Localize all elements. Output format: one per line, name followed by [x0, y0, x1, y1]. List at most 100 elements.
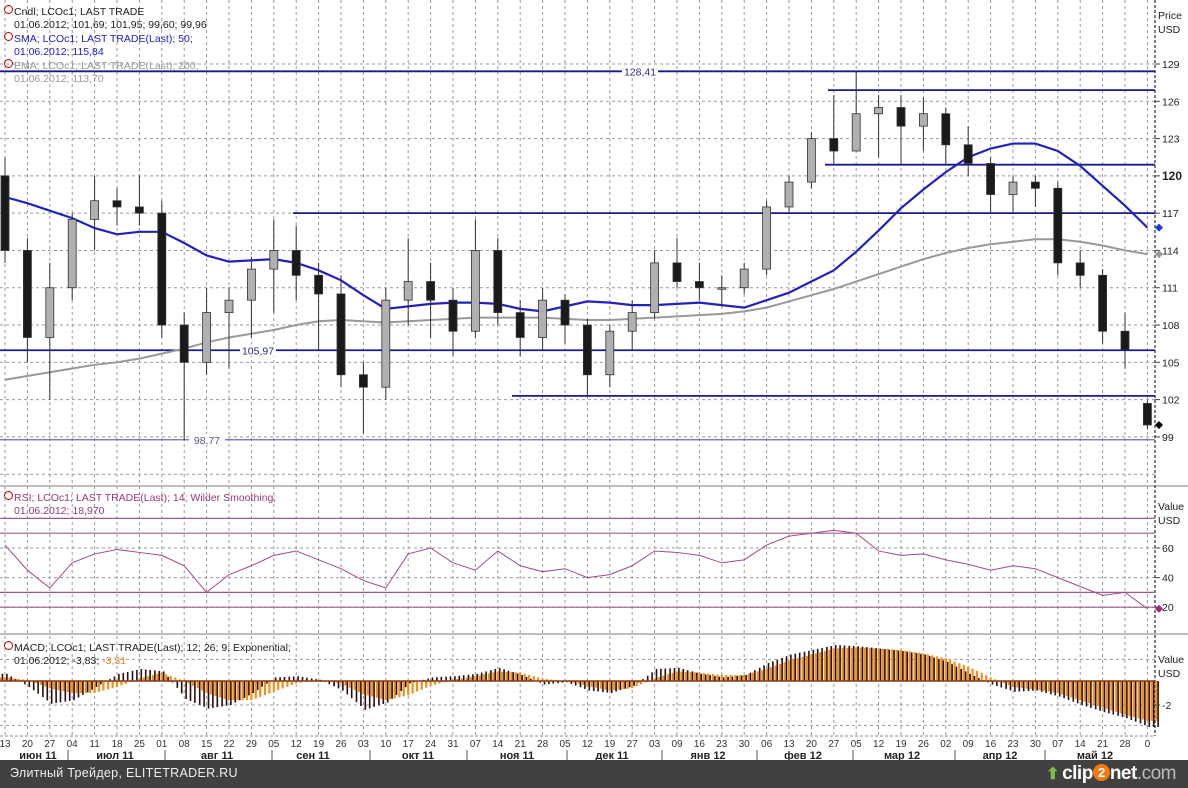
signal-bar [873, 648, 876, 681]
macd-bar [924, 654, 927, 681]
macd-bar [660, 668, 662, 681]
signal-bar [769, 667, 773, 681]
candle-body [134, 206, 144, 214]
signal-bar [917, 652, 921, 681]
price-tick-label: 126 [1162, 96, 1180, 108]
macd-bar [821, 647, 823, 681]
signal-bar [626, 681, 629, 689]
macd-bar [848, 645, 851, 681]
rsi-axis-label: Value [1158, 501, 1185, 513]
macd-bar [310, 678, 313, 681]
macd-bar [839, 645, 841, 681]
date-tick-label: 26 [918, 739, 930, 750]
signal-bar [357, 681, 361, 693]
macd-bar [1090, 681, 1092, 708]
indicator-settings-icon[interactable] [4, 59, 13, 68]
date-tick-label: 28 [537, 739, 549, 750]
macd-bar [297, 676, 299, 681]
macd-bar [203, 681, 205, 707]
candle-body [1053, 187, 1063, 264]
macd-bar [364, 681, 367, 710]
indicator-settings-icon[interactable] [4, 32, 13, 41]
signal-bar [1016, 681, 1019, 688]
ema-legend-title: EMA; LCOc1; LAST TRADE(Last); 200; [14, 60, 199, 72]
macd-bar [646, 675, 649, 681]
indicator-settings-icon[interactable] [4, 5, 13, 14]
signal-bar [124, 681, 127, 684]
macd-bar [928, 656, 931, 681]
signal-bar [828, 649, 831, 681]
signal-bar [102, 681, 105, 691]
indicator-settings-icon[interactable] [4, 641, 13, 650]
macd-bar [633, 681, 635, 686]
macd-bar [73, 681, 75, 701]
date-tick-label: 13 [783, 739, 795, 750]
signal-bar [339, 681, 343, 684]
macd-bar [42, 681, 44, 698]
macd-bar [915, 653, 918, 681]
signal-bar [501, 671, 504, 681]
signal-bar [371, 681, 374, 697]
indicator-settings-icon[interactable] [4, 491, 13, 500]
date-tick-label: 12 [582, 739, 594, 750]
candle-body [157, 212, 167, 326]
macd-bar [91, 681, 93, 690]
signal-bar [21, 679, 25, 681]
signal-bar [44, 681, 47, 687]
signal-bar [617, 681, 620, 690]
macd-bar [826, 646, 828, 681]
date-axis-background [0, 737, 1188, 760]
date-tick-label: 19 [313, 739, 325, 750]
macd-bar [1050, 681, 1052, 695]
signal-bar [151, 675, 155, 681]
signal-bar [935, 656, 939, 681]
signal-bar [191, 681, 195, 686]
close-last-value-marker [1155, 420, 1163, 429]
macd-bar [395, 681, 398, 695]
price-tick-label: 120 [1162, 169, 1182, 183]
date-tick-label: 0 [1145, 739, 1151, 750]
price-level-label: 105,97 [242, 345, 274, 357]
signal-bar [1025, 681, 1028, 689]
candle-body [426, 281, 436, 301]
macd-bar [445, 676, 447, 681]
date-tick-label: 25 [134, 739, 146, 750]
signal-bar [178, 679, 181, 681]
macd-bar [1, 673, 4, 681]
macd-bar [436, 677, 438, 681]
macd-bar [279, 677, 281, 681]
signal-bar [263, 681, 267, 696]
signal-bar [635, 681, 638, 687]
macd-bar [238, 681, 241, 701]
signal-bar [572, 681, 575, 683]
signal-bar [272, 681, 275, 692]
signal-bar [214, 681, 217, 696]
macd-bar [933, 657, 935, 681]
macd-bar [1022, 681, 1025, 692]
candle-body [67, 218, 77, 289]
macd-bar [731, 676, 734, 681]
date-tick-label: 15 [201, 739, 213, 750]
price-tick-label: 105 [1162, 357, 1180, 369]
signal-bar [756, 671, 759, 681]
price-axis-unit: USD [1158, 24, 1181, 36]
signal-bar [254, 681, 257, 699]
signal-bar [1105, 681, 1109, 709]
signal-bar [783, 662, 786, 681]
macd-bar [1112, 681, 1115, 715]
signal-bar [1128, 681, 1131, 716]
signal-bar [1097, 681, 1100, 706]
macd-bar [920, 653, 922, 681]
macd-bar [1032, 681, 1034, 691]
macd-bar [243, 681, 246, 698]
signal-bar [765, 669, 768, 681]
signal-bar [537, 677, 540, 681]
footer-bar: Элитный Трейдер, ELITETRADER.RU ⬆ clip 2 ne… [0, 760, 1188, 788]
date-tick-label: 21 [1097, 739, 1109, 750]
rsi-legend-values: 01.06.2012; 18,970 [14, 505, 105, 517]
macd-bar [584, 681, 586, 689]
macd-bar [368, 681, 371, 709]
signal-bar [89, 681, 92, 693]
date-tick-label: 21 [515, 739, 527, 750]
macd-bar [906, 651, 909, 681]
